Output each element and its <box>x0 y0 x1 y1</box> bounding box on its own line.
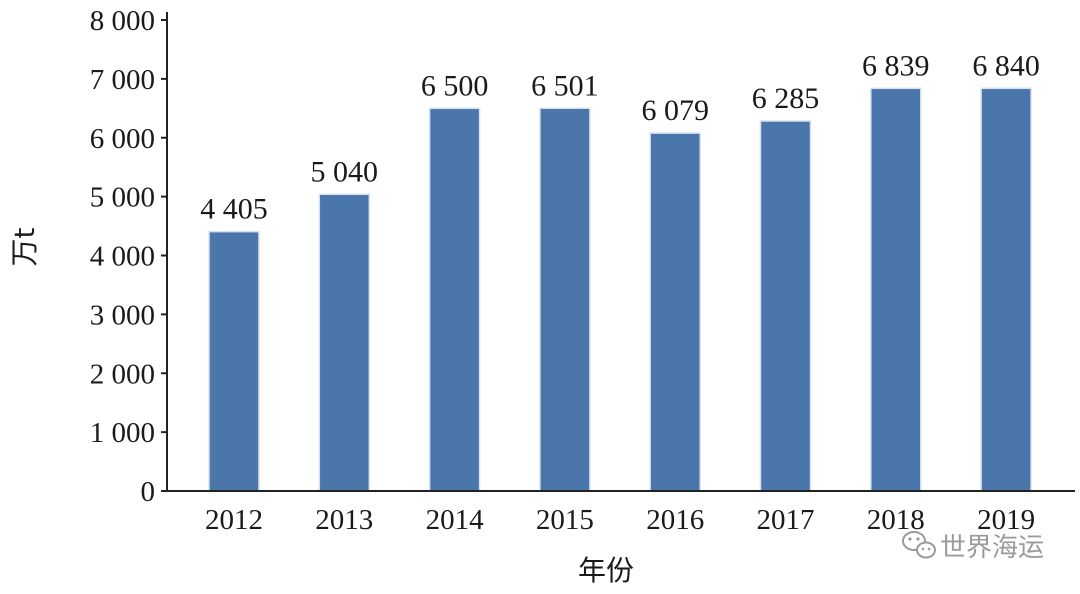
y-axis-title: 万t <box>8 227 41 266</box>
x-tick-label-2018: 2018 <box>867 504 925 536</box>
y-tick-label: 6 000 <box>90 123 155 155</box>
bar-2012 <box>208 230 260 492</box>
watermark-text: 世界海运 <box>940 533 1044 563</box>
watermark: 世界海运 <box>902 531 1044 563</box>
x-tick-label-2019: 2019 <box>977 504 1035 536</box>
y-axis-ticks: 0 1 000 2 000 3 000 4 000 5 000 6 000 7 000 8 00… <box>90 5 167 508</box>
data-label-2016: 6 079 <box>641 94 709 127</box>
data-label-2015: 6 501 <box>531 69 599 102</box>
bar-2015 <box>539 107 591 492</box>
y-tick-label: 2 000 <box>90 358 155 390</box>
data-label-2018: 6 839 <box>862 49 930 82</box>
x-tick-label-2016: 2016 <box>646 504 704 536</box>
bar-2017 <box>759 120 812 492</box>
data-label-2013: 5 040 <box>311 155 379 188</box>
y-tick-label: 7 000 <box>90 64 155 96</box>
y-tick-label: 4 000 <box>90 241 155 273</box>
bar-2018 <box>870 87 922 492</box>
bar-2016 <box>649 132 701 492</box>
y-tick-label: 8 000 <box>90 5 155 37</box>
data-labels: 4 405 5 040 6 500 6 501 6 079 6 285 6 839 6 840 <box>200 49 1040 225</box>
x-tick-label-2017: 2017 <box>757 504 815 536</box>
bar-2013 <box>318 193 371 492</box>
x-tick-label-2014: 2014 <box>426 504 485 536</box>
x-axis-ticks: 2012 2013 2014 2015 2016 2017 2018 2019 <box>205 504 1035 536</box>
y-tick-label: 3 000 <box>90 299 155 331</box>
data-label-2017: 6 285 <box>752 82 820 115</box>
bar-2014 <box>428 107 481 492</box>
x-axis-title: 年份 <box>578 554 634 587</box>
y-tick-label: 1 000 <box>90 417 155 449</box>
bars <box>208 87 1032 492</box>
bar-2019 <box>980 87 1032 492</box>
data-label-2014: 6 500 <box>421 69 489 102</box>
x-tick-label-2015: 2015 <box>536 504 594 536</box>
x-tick-label-2013: 2013 <box>315 504 373 536</box>
wechat-icon <box>902 531 936 559</box>
y-tick-label: 0 <box>141 476 156 508</box>
x-tick-label-2012: 2012 <box>205 504 263 536</box>
data-label-2012: 4 405 <box>200 193 268 226</box>
data-label-2019: 6 840 <box>972 49 1040 82</box>
y-tick-label: 5 000 <box>90 182 155 214</box>
